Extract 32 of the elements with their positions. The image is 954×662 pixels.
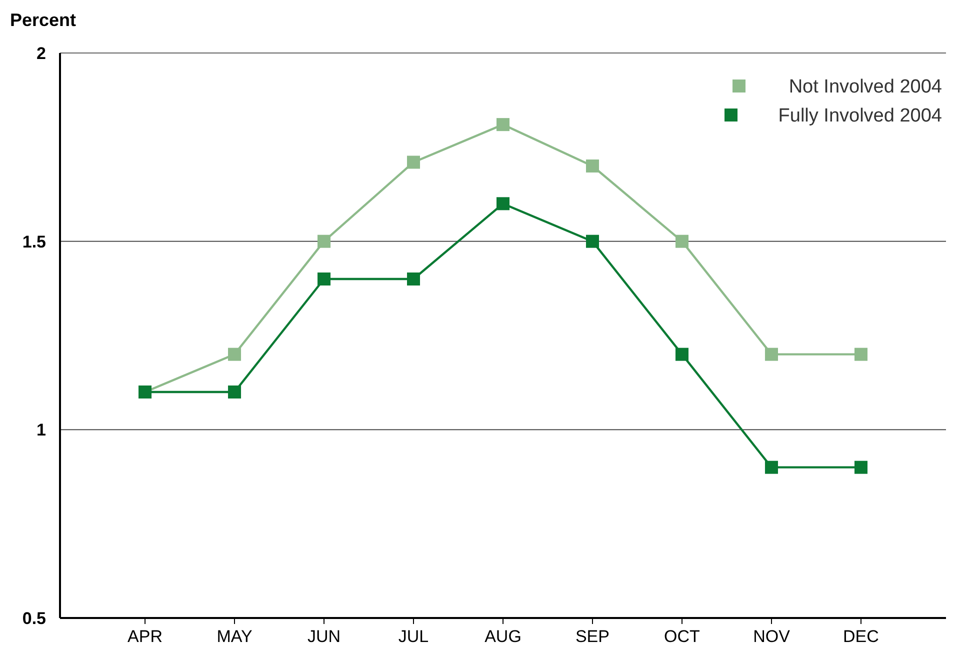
y-tick-label: 1.5 bbox=[22, 232, 46, 252]
x-tick-label: SEP bbox=[575, 627, 610, 646]
point bbox=[318, 234, 331, 248]
point bbox=[764, 460, 778, 474]
point bbox=[228, 348, 242, 361]
x-tick-label: DEC bbox=[843, 627, 879, 646]
point bbox=[407, 156, 420, 169]
x-tick-label: MAY bbox=[216, 627, 252, 646]
x-tick-label: JUN bbox=[307, 627, 341, 646]
point bbox=[675, 234, 688, 248]
point bbox=[675, 348, 688, 361]
point bbox=[496, 118, 510, 132]
point bbox=[764, 348, 778, 361]
point bbox=[318, 272, 331, 286]
y-axis-title: Percent bbox=[10, 10, 76, 30]
point bbox=[586, 234, 599, 248]
x-tick-label: OCT bbox=[664, 627, 700, 646]
y-tick-label: 0.5 bbox=[22, 608, 46, 628]
point bbox=[496, 197, 510, 210]
x-tick-label: JUL bbox=[398, 627, 429, 646]
x-tick-label: APR bbox=[128, 627, 163, 646]
x-tick-label: AUG bbox=[484, 627, 522, 646]
x-tick-label: NOV bbox=[753, 627, 791, 646]
point bbox=[854, 348, 868, 361]
legend-label: Not Involved 2004 bbox=[788, 76, 942, 98]
legend-label: Fully Involved 2004 bbox=[778, 106, 942, 127]
point bbox=[228, 386, 242, 398]
point bbox=[854, 460, 868, 474]
point bbox=[586, 160, 599, 172]
point bbox=[407, 272, 420, 286]
y-tick-label: 1 bbox=[36, 420, 46, 440]
y-tick-label: 2 bbox=[36, 44, 46, 63]
